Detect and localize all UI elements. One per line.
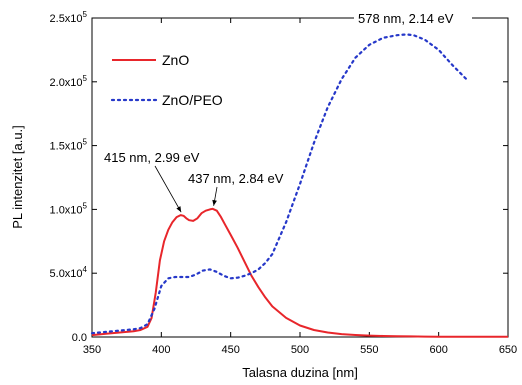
annotation-437nm-arrow-head xyxy=(212,199,217,206)
y-tick-label: 2.0x105 xyxy=(50,74,88,89)
series-layer xyxy=(90,33,508,338)
x-tick-label: 450 xyxy=(221,344,239,356)
annotation-437nm: 437 nm, 2.84 eV xyxy=(188,171,284,186)
y-tick-label: 5.0x104 xyxy=(50,265,88,280)
y-tick-label: 1.0x105 xyxy=(50,201,88,216)
annotation-578nm-box xyxy=(354,11,472,26)
x-tick-label: 500 xyxy=(291,344,309,356)
tick-layer: 350 400 450 500 550 600 650 0.0 5.0x104 1.0x105 1.… xyxy=(50,10,518,356)
annotation-415nm-arrow xyxy=(154,165,182,213)
annotation-578nm: 578 nm, 2.14 eV xyxy=(358,11,454,26)
x-tick-label: 600 xyxy=(429,344,447,356)
annotation-415nm-arrow-head xyxy=(176,206,182,213)
legend: ZnO ZnO/PEO xyxy=(110,52,223,108)
x-tick-label: 350 xyxy=(83,344,101,356)
y-tick-label: 2.5x105 xyxy=(50,10,88,25)
series-line-zno-peo xyxy=(90,33,468,335)
y-tick-label: 0.0 xyxy=(72,332,87,344)
x-tick-label: 550 xyxy=(360,344,378,356)
series-line-zno xyxy=(91,207,508,338)
plot-frame xyxy=(91,17,509,338)
y-tick-label: 1.5x105 xyxy=(50,138,88,153)
x-tick-label: 400 xyxy=(152,344,170,356)
annotation-layer: 415 nm, 2.99 eV 437 nm, 2.84 eV 578 nm, 2.… xyxy=(104,11,472,213)
x-axis-title: Talasna duzina [nm] xyxy=(242,365,358,380)
y-axis-title: PL intenzitet [a.u.] xyxy=(10,125,25,229)
x-tick-label: 650 xyxy=(499,344,517,356)
annotation-415nm: 415 nm, 2.99 eV xyxy=(104,150,200,165)
legend-label-zno: ZnO xyxy=(162,52,189,68)
legend-label-zno-peo: ZnO/PEO xyxy=(162,92,223,108)
